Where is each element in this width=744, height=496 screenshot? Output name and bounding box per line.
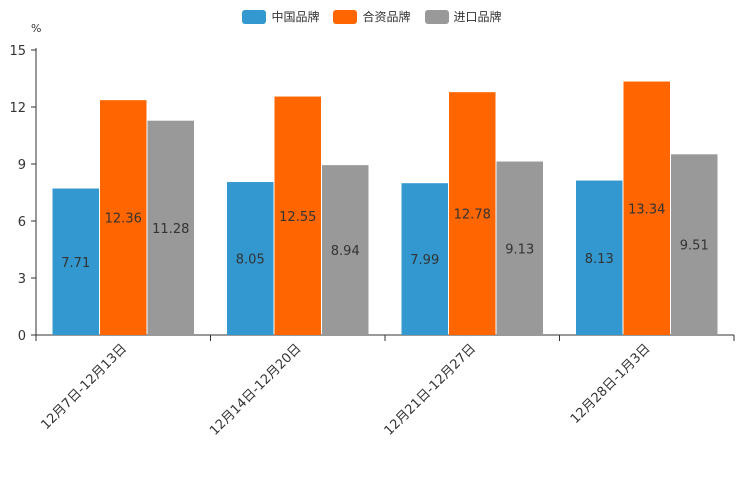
legend-label-import-brand: 进口品牌 — [453, 10, 502, 24]
y-tick-label: 0 — [18, 329, 26, 344]
x-tick-label: 12月21日-12月27日 — [382, 341, 479, 438]
legend-swatch-joint-venture-brand — [333, 9, 358, 24]
x-tick-label: 12月28日-1月3日 — [568, 341, 654, 427]
data-label: 8.94 — [331, 244, 360, 259]
bar — [576, 180, 623, 335]
bar — [100, 100, 147, 335]
data-label: 9.13 — [505, 242, 534, 257]
legend: 中国品牌 合资品牌 进口品牌 — [0, 8, 744, 25]
data-label: 11.28 — [152, 222, 189, 237]
data-label: 12.36 — [105, 212, 142, 227]
data-label: 8.13 — [585, 252, 614, 267]
bar — [671, 154, 718, 335]
x-tick-label: 12月7日-12月13日 — [38, 341, 130, 433]
data-label: 12.55 — [279, 210, 316, 225]
legend-swatch-china-brand — [242, 9, 267, 24]
bar — [147, 120, 194, 336]
y-tick-label: 15 — [9, 44, 26, 59]
data-label: 7.99 — [410, 253, 439, 268]
legend-swatch-import-brand — [424, 9, 449, 24]
bar — [623, 81, 670, 335]
y-tick-label: 9 — [18, 158, 26, 173]
legend-item-import-brand[interactable]: 进口品牌 — [424, 8, 502, 25]
data-label: 12.78 — [454, 208, 491, 223]
data-label: 9.51 — [680, 239, 709, 254]
bar — [401, 183, 448, 335]
bar — [449, 92, 496, 336]
legend-label-joint-venture-brand: 合资品牌 — [362, 10, 411, 24]
y-tick-label: 3 — [18, 272, 26, 287]
data-label: 13.34 — [628, 202, 665, 217]
x-tick-label: 12月14日-12月20日 — [207, 341, 304, 438]
y-axis-unit-label: % — [31, 22, 42, 35]
bar — [52, 188, 99, 335]
y-tick-label: 6 — [18, 215, 26, 230]
data-label: 8.05 — [236, 253, 265, 268]
data-label: 7.71 — [61, 256, 90, 271]
y-tick-label: 12 — [9, 101, 26, 116]
legend-item-china-brand[interactable]: 中国品牌 — [242, 8, 319, 25]
bar — [496, 161, 543, 335]
bar — [274, 96, 321, 335]
legend-label-china-brand: 中国品牌 — [271, 10, 320, 24]
legend-item-joint-venture-brand[interactable]: 合资品牌 — [333, 8, 411, 25]
bar — [227, 182, 274, 335]
bar — [322, 165, 369, 335]
